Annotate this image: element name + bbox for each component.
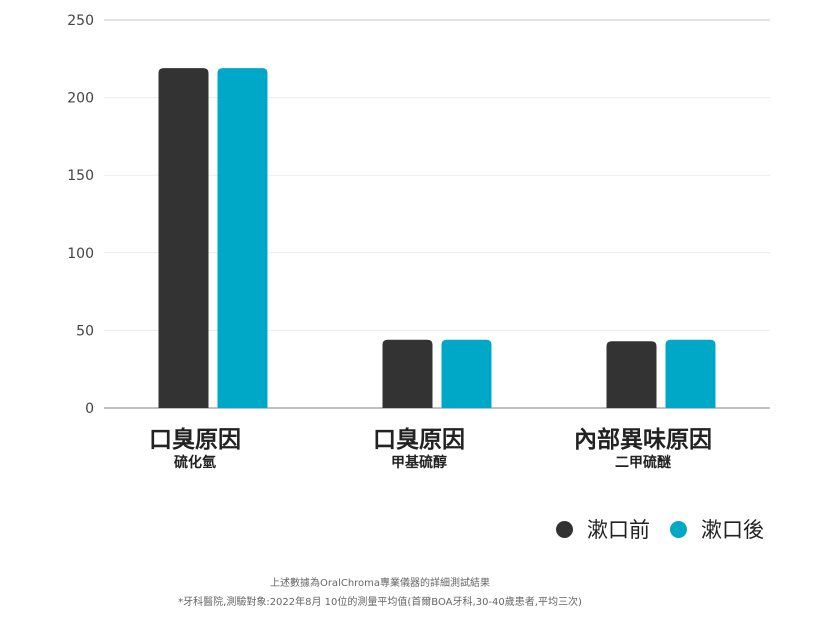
x-label-main-0: 口臭原因 (149, 427, 241, 453)
bar-2-0 (606, 341, 657, 408)
y-tick-label-50: 50 (76, 323, 94, 339)
legend-label-after: 漱口後 (701, 518, 764, 542)
y-tick-label-250: 250 (67, 13, 94, 29)
legend-item-before: 漱口前 (556, 514, 650, 544)
legend-label-before: 漱口前 (587, 518, 650, 542)
legend-swatch-after (670, 520, 687, 538)
bar-0-0 (158, 68, 209, 408)
legend: 漱口前 漱口後 (556, 514, 784, 544)
footnote-detail: *牙科醫院,測驗對象:2022年8月 10位的測量平均值(首爾BOA牙科,30-… (178, 597, 582, 608)
x-label-main-1: 口臭原因 (373, 427, 465, 453)
bar-0-1 (217, 68, 268, 408)
x-label-sub-0: 硫化氫 (174, 454, 216, 471)
x-label-main-2: 內部異味原因 (574, 426, 712, 453)
y-tick-label-100: 100 (67, 246, 94, 262)
legend-item-after: 漱口後 (670, 514, 764, 544)
bar-1-0 (382, 339, 433, 408)
x-label-sub-2: 二甲硫醚 (615, 454, 671, 471)
bar-1-1 (441, 339, 492, 408)
legend-swatch-before (556, 520, 573, 538)
bar-2-1 (665, 339, 716, 408)
y-tick-label-200: 200 (67, 91, 94, 107)
y-tick-label-150: 150 (67, 168, 94, 184)
footnote-source: 上述數據為OralChroma專業儀器的詳細測試結果 (269, 578, 491, 589)
y-tick-label-0: 0 (85, 401, 94, 417)
x-label-sub-1: 甲基硫醇 (391, 454, 447, 471)
